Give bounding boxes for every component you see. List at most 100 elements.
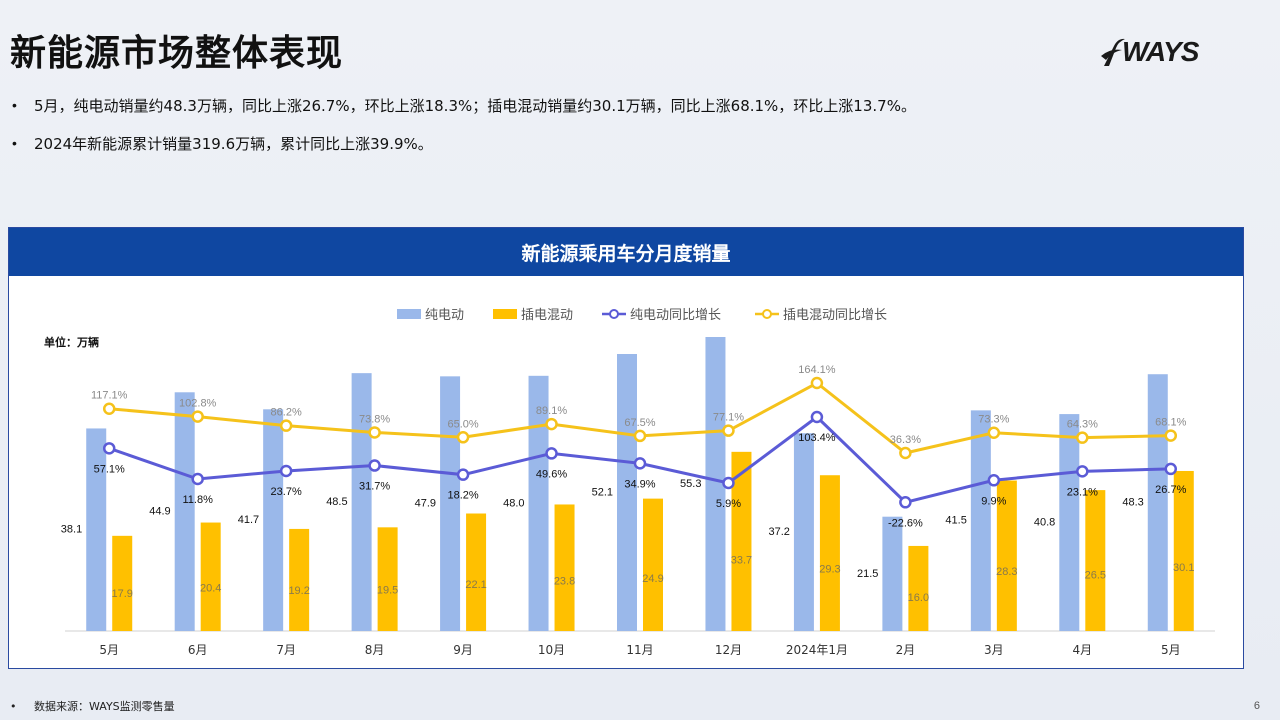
- legend-label: 纯电动: [425, 308, 464, 323]
- bev-growth-marker: [1077, 466, 1087, 476]
- bar-phev: [643, 499, 663, 631]
- category-label: 8月: [365, 643, 385, 657]
- bar-bev: [263, 409, 283, 631]
- bar-phev-label: 33.7: [731, 554, 752, 566]
- phev-growth-marker: [370, 427, 380, 437]
- bullet-text: 5月，纯电动销量约48.3万辆，同比上涨26.7%，环比上涨18.3%；插电混动…: [34, 95, 916, 116]
- bev-growth-label: 34.9%: [624, 478, 655, 490]
- bev-growth-marker: [900, 497, 910, 507]
- page-number: 6: [1254, 700, 1260, 712]
- bar-phev-label: 19.2: [288, 585, 309, 597]
- category-label: 9月: [453, 643, 473, 657]
- bev-growth-marker: [635, 458, 645, 468]
- category-label: 6月: [188, 643, 208, 657]
- bev-growth-marker: [193, 474, 203, 484]
- bev-growth-label: 9.9%: [981, 495, 1006, 507]
- phev-growth-label: 89.1%: [536, 405, 567, 417]
- bar-bev: [971, 410, 991, 631]
- bev-growth-label: 26.7%: [1155, 484, 1186, 496]
- phev-growth-marker: [104, 404, 114, 414]
- bar-bev: [617, 354, 637, 631]
- footer-note: • 数据来源：WAYS监测零售量: [10, 698, 175, 714]
- bar-bev-label: 52.1: [592, 487, 613, 499]
- category-label: 3月: [984, 643, 1004, 657]
- category-label: 5月: [99, 643, 119, 657]
- category-label: 2月: [896, 643, 916, 657]
- bar-phev-label: 20.4: [200, 583, 221, 595]
- bev-growth-label: 18.2%: [447, 490, 478, 502]
- bar-phev: [201, 523, 221, 631]
- bar-bev-label: 41.7: [238, 514, 259, 526]
- bev-growth-label: -22.6%: [888, 517, 923, 529]
- category-label: 12月: [715, 643, 742, 657]
- summary-bullet: • 5月，纯电动销量约48.3万辆，同比上涨26.7%，环比上涨18.3%；插电…: [12, 92, 916, 118]
- bar-phev-label: 29.3: [819, 564, 840, 576]
- bar-bev: [1059, 414, 1079, 631]
- bar-phev: [378, 527, 398, 631]
- phev-growth-marker: [547, 419, 557, 429]
- phev-growth-marker: [1077, 433, 1087, 443]
- ways-logo: WAYS: [1100, 34, 1220, 74]
- bev-growth-marker: [458, 470, 468, 480]
- bar-bev: [1148, 374, 1168, 631]
- bullet-text: 2024年新能源累计销量319.6万辆，累计同比上涨39.9%。: [34, 133, 433, 154]
- summary-bullets: • 5月，纯电动销量约48.3万辆，同比上涨26.7%，环比上涨18.3%；插电…: [12, 92, 916, 168]
- bev-growth-label: 49.6%: [536, 468, 567, 480]
- bar-bev: [175, 392, 195, 631]
- bar-phev: [820, 475, 840, 631]
- bar-phev-label: 17.9: [112, 588, 133, 600]
- legend-marker: [610, 310, 618, 318]
- category-label: 5月: [1161, 643, 1181, 657]
- phev-growth-marker: [989, 428, 999, 438]
- bar-phev: [1085, 490, 1105, 631]
- phev-growth-label: 67.5%: [624, 417, 655, 429]
- category-label: 7月: [276, 643, 296, 657]
- page-title: 新能源市场整体表现: [10, 24, 343, 76]
- phev-growth-label: 77.1%: [713, 412, 744, 424]
- bar-phev-label: 19.5: [377, 585, 398, 597]
- bev-growth-label: 57.1%: [94, 463, 125, 475]
- phev-growth-label: 64.3%: [1067, 419, 1098, 431]
- logo-text: WAYS: [1122, 36, 1198, 68]
- bev-growth-label: 31.7%: [359, 481, 390, 493]
- bev-growth-label: 103.4%: [798, 432, 836, 444]
- bar-phev-label: 26.5: [1085, 570, 1106, 582]
- legend-label: 纯电动同比增长: [630, 308, 721, 323]
- bev-growth-label: 5.9%: [716, 498, 741, 510]
- bar-bev: [86, 428, 106, 631]
- bev-growth-marker: [281, 466, 291, 476]
- bar-bev-label: 48.0: [503, 497, 524, 509]
- bar-bev: [440, 376, 460, 631]
- bev-growth-marker: [723, 478, 733, 488]
- bar-phev-label: 22.1: [465, 579, 486, 591]
- bar-bev-label: 37.2: [769, 526, 790, 538]
- bar-bev-label: 21.5: [857, 568, 878, 580]
- bar-bev: [882, 517, 902, 631]
- bullet-dot-icon: •: [12, 135, 34, 151]
- bar-bev-label: 48.3: [1122, 497, 1143, 509]
- phev-growth-marker: [193, 412, 203, 422]
- category-label: 4月: [1072, 643, 1092, 657]
- bar-phev-label: 30.1: [1173, 562, 1194, 574]
- phev-growth-label: 73.3%: [978, 414, 1009, 426]
- bev-growth-marker: [104, 443, 114, 453]
- bev-growth-marker: [1166, 464, 1176, 474]
- legend-marker: [763, 310, 771, 318]
- bar-phev-label: 24.9: [642, 573, 663, 585]
- phev-growth-label: 68.1%: [1155, 417, 1186, 429]
- bev-growth-label: 23.7%: [271, 486, 302, 498]
- phev-growth-marker: [281, 421, 291, 431]
- phev-growth-marker: [723, 426, 733, 436]
- phev-growth-label: 65.0%: [447, 418, 478, 430]
- bar-phev: [908, 546, 928, 631]
- bar-phev-label: 28.3: [996, 566, 1017, 578]
- bar-bev-label: 41.5: [945, 515, 966, 527]
- data-source: 数据来源：WAYS监测零售量: [34, 700, 175, 713]
- legend-label: 插电混动: [521, 308, 573, 323]
- bev-growth-marker: [370, 461, 380, 471]
- bar-bev: [352, 373, 372, 631]
- phev-growth-label: 117.1%: [91, 390, 128, 402]
- phev-growth-marker: [812, 378, 822, 388]
- phev-growth-label: 36.3%: [890, 434, 921, 446]
- bar-phev: [466, 514, 486, 631]
